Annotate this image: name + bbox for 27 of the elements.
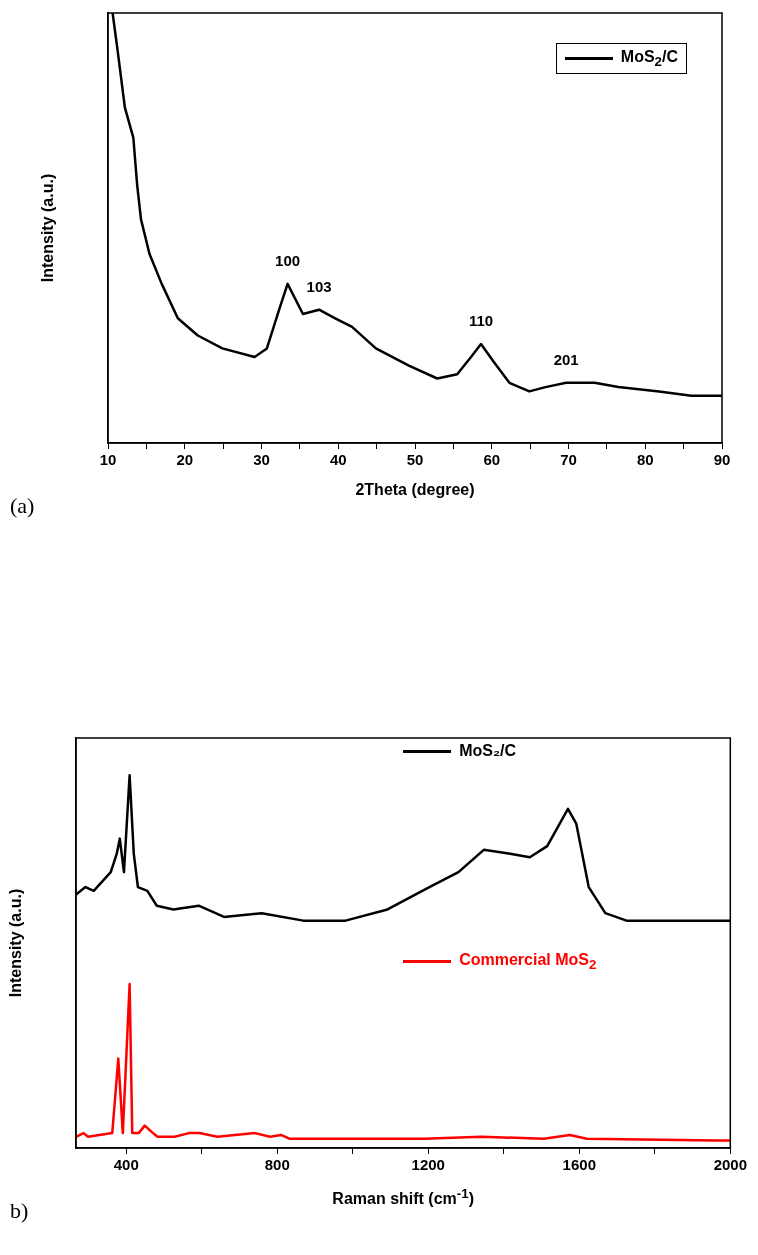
x-tick-label: 1200 (411, 1156, 445, 1174)
x-tick-label: 800 (264, 1156, 290, 1174)
x-tick-label: 90 (713, 451, 731, 469)
annotation: 100 (275, 252, 301, 270)
x-tick-label: 40 (329, 451, 347, 469)
y-axis-title: Intensity (a.u.) (7, 888, 25, 998)
text: b) (10, 1198, 29, 1224)
text: (a) (10, 493, 35, 519)
legend-label: Commercial MoS$_{2}$ (459, 951, 597, 973)
legend-label: MoS₂/C (459, 742, 517, 761)
x-tick-label: 2000 (713, 1156, 747, 1174)
annotation: 103 (306, 277, 332, 295)
x-axis-title: Raman shift (cm$^{-1}$) (332, 1186, 474, 1209)
x-tick-label: 50 (406, 451, 424, 469)
annotation: 110 (468, 312, 494, 330)
x-tick-label: 10 (99, 451, 117, 469)
x-tick-label: 70 (560, 451, 577, 469)
x-tick-label: 400 (113, 1156, 139, 1174)
annotation: 201 (553, 350, 579, 368)
x-tick-label: 30 (253, 451, 270, 469)
x-tick-label: 60 (483, 451, 501, 469)
x-axis-title: 2Theta (degree) (355, 481, 475, 499)
x-tick-label: 20 (176, 451, 194, 469)
legend-label: MoS$_{2}$/C (620, 48, 678, 70)
y-axis-title: Intensity (a.u.) (39, 173, 57, 283)
x-tick-label: 80 (636, 451, 654, 469)
x-tick-label: 1600 (562, 1156, 596, 1174)
